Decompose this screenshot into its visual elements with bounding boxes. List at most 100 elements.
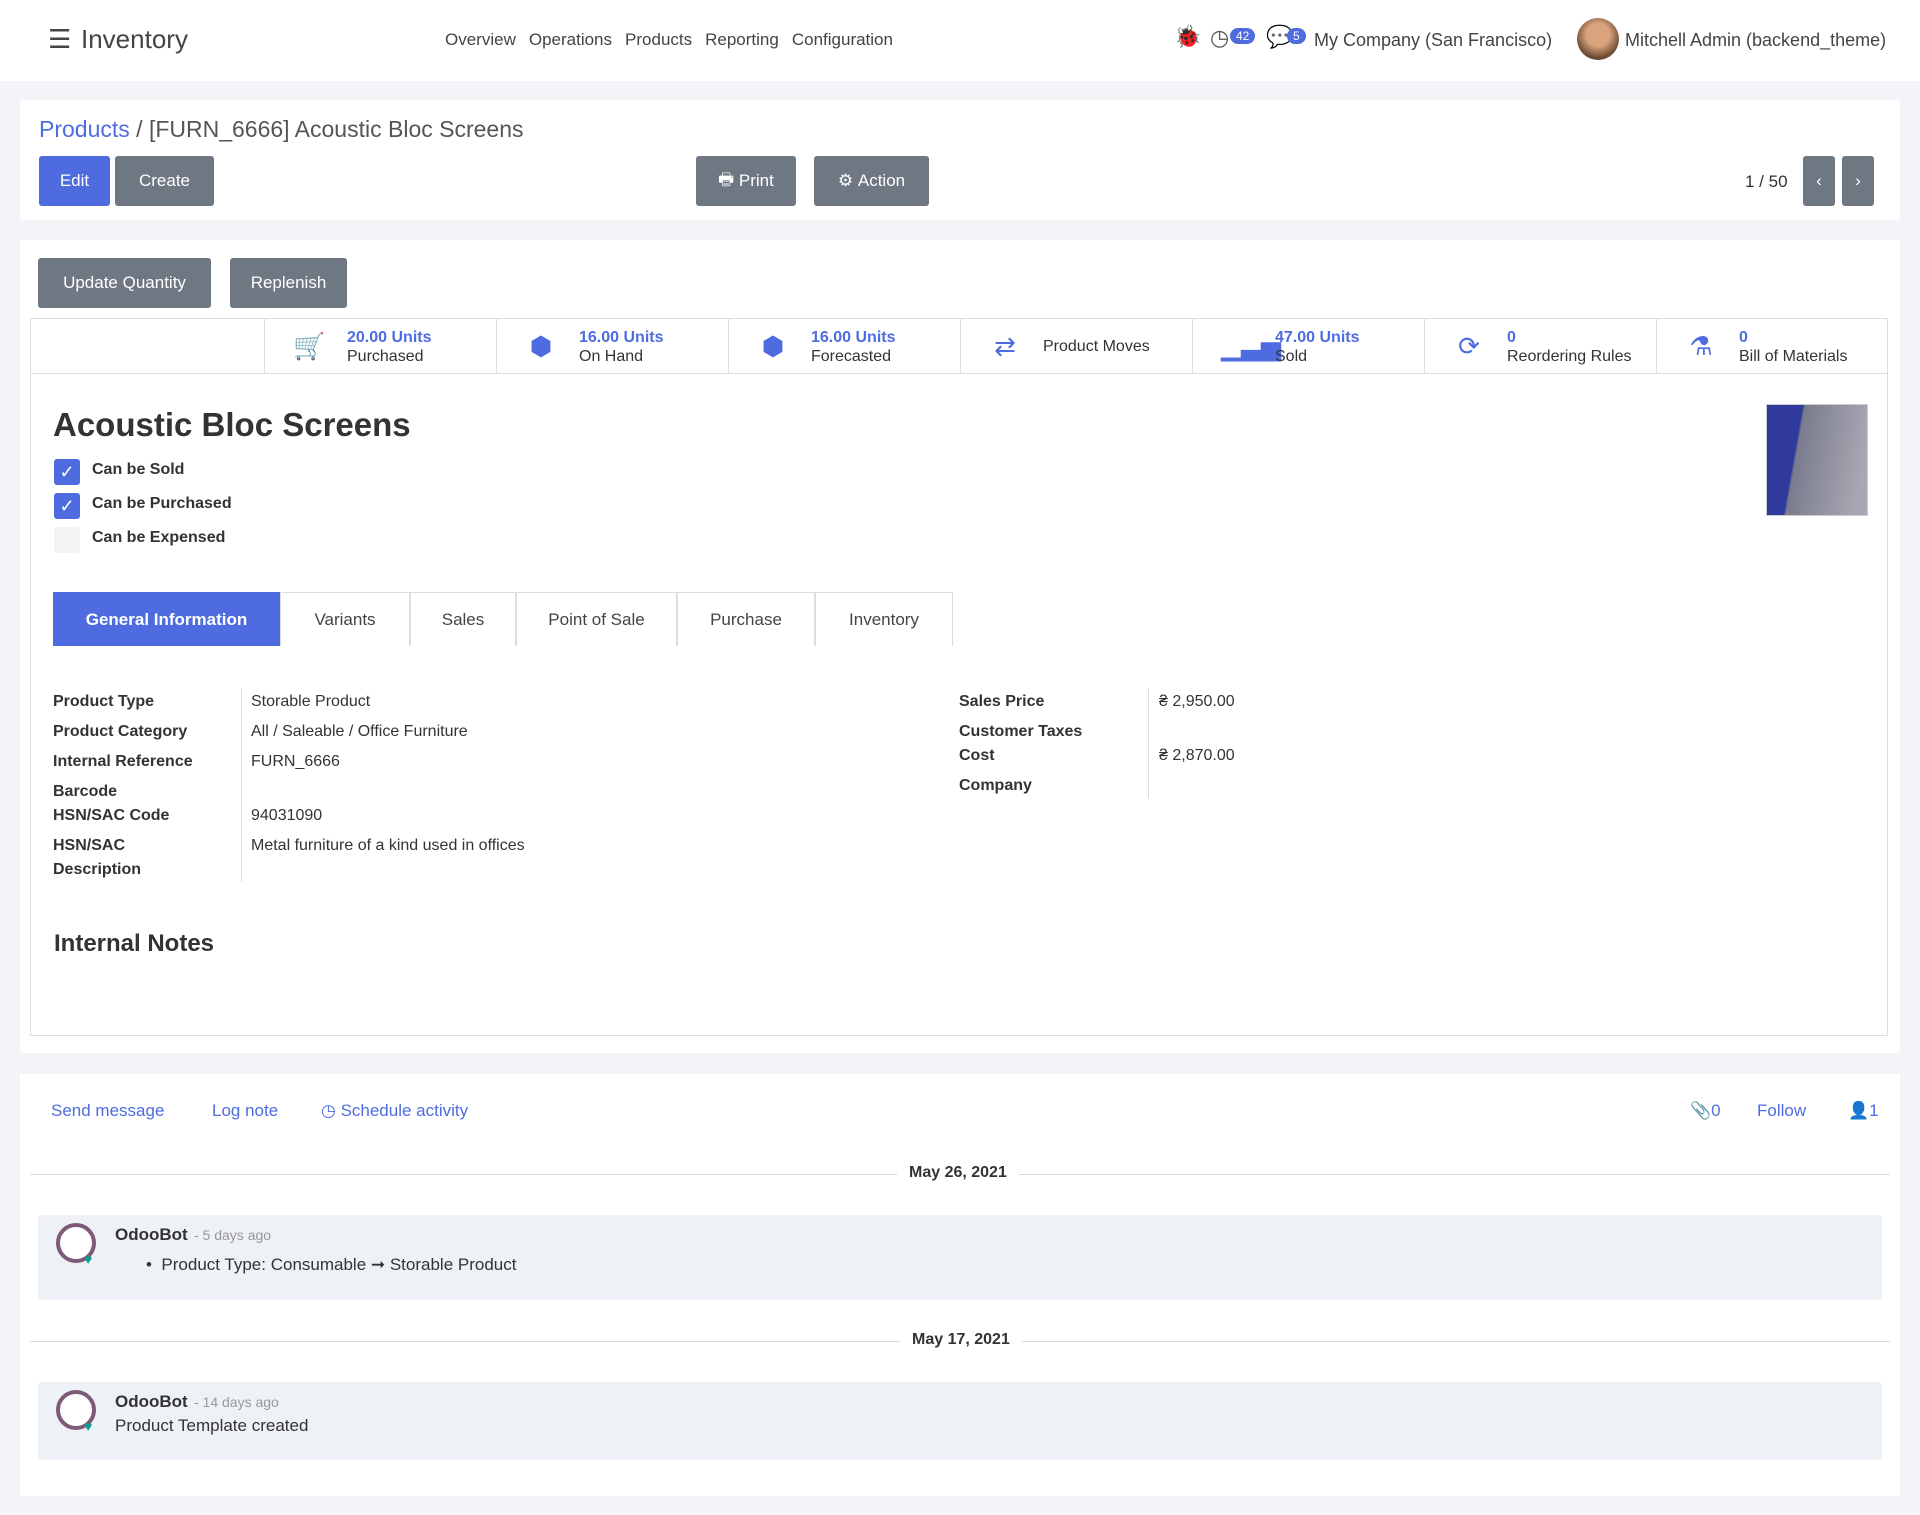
product-type-label: Product Type xyxy=(53,693,155,710)
edit-button[interactable]: Edit xyxy=(39,156,110,206)
refresh-icon: ⟳ xyxy=(1458,331,1480,361)
paperclip-icon: 📎 xyxy=(1690,1101,1712,1120)
print-label: Print xyxy=(738,171,774,190)
chevron-left-icon: ‹ xyxy=(1816,171,1822,190)
tab-inventory[interactable]: Inventory xyxy=(815,592,953,646)
avatar[interactable] xyxy=(1577,18,1619,60)
clock-icon[interactable]: ◷ xyxy=(1210,25,1230,50)
update-quantity-button[interactable]: Update Quantity xyxy=(38,258,211,308)
product-type-value[interactable]: Storable Product xyxy=(251,693,371,710)
message-body: Product Template created xyxy=(115,1416,309,1435)
schedule-activity-button[interactable]: ◷ Schedule activity xyxy=(321,1101,468,1121)
can-be-purchased-checkbox[interactable]: ✓ xyxy=(54,493,80,519)
chevron-right-icon: › xyxy=(1855,171,1861,190)
company-label: Company xyxy=(959,777,1032,794)
stat-on-hand[interactable]: ⬢ 16.00 Units On Hand xyxy=(496,319,728,374)
bug-icon[interactable]: 🐞 xyxy=(1174,24,1202,49)
stat-value: 0 xyxy=(1739,328,1748,346)
gear-icon: ⚙ xyxy=(837,171,858,190)
hsn-code-label: HSN/SAC Code xyxy=(53,807,170,824)
tab-purchase[interactable]: Purchase xyxy=(677,592,815,646)
can-be-sold-checkbox[interactable]: ✓ xyxy=(54,459,80,485)
followers-button[interactable]: 👤1 xyxy=(1848,1101,1879,1121)
user-icon: 👤 xyxy=(1848,1101,1870,1120)
stat-forecasted[interactable]: ⬢ 16.00 Units Forecasted xyxy=(728,319,960,374)
activity-badge: 42 xyxy=(1230,28,1256,44)
company-switcher[interactable]: My Company (San Francisco) xyxy=(1314,30,1553,50)
breadcrumb-separator: / xyxy=(136,116,143,142)
message-time: - 5 days ago xyxy=(194,1227,272,1243)
message-author[interactable]: OdooBot xyxy=(115,1225,188,1244)
create-button[interactable]: Create xyxy=(115,156,214,206)
stat-value: 47.00 Units xyxy=(1275,328,1360,346)
exchange-icon: ⇄ xyxy=(994,331,1016,361)
menu-operations[interactable]: Operations xyxy=(528,30,613,49)
internal-reference-label: Internal Reference xyxy=(53,753,193,770)
menu-reporting[interactable]: Reporting xyxy=(705,30,779,49)
stat-label: Product Moves xyxy=(1043,338,1150,355)
can-be-expensed-checkbox[interactable] xyxy=(54,527,80,553)
cubes-icon: ⬢ xyxy=(761,331,785,361)
cart-icon: 🛒 xyxy=(293,331,326,361)
replenish-button[interactable]: Replenish xyxy=(230,258,347,308)
menu-overview[interactable]: Overview xyxy=(445,30,516,49)
next-button[interactable]: › xyxy=(1842,156,1874,206)
cost-label: Cost xyxy=(959,747,995,764)
field-divider xyxy=(1148,688,1149,798)
follow-button[interactable]: Follow xyxy=(1757,1101,1807,1120)
user-menu[interactable]: Mitchell Admin (backend_theme) xyxy=(1625,30,1887,50)
signal-icon: ▁▃▅ xyxy=(1221,331,1281,361)
hsn-description-label: HSN/SAC xyxy=(53,837,126,854)
stat-bill-of-materials[interactable]: ⚗ 0 Bill of Materials xyxy=(1656,319,1887,374)
stat-label: On Hand xyxy=(579,347,644,365)
breadcrumb-products[interactable]: Products xyxy=(39,116,130,142)
stat-label: Purchased xyxy=(347,347,424,365)
hsn-description-label-2: Description xyxy=(53,861,142,878)
can-be-sold-label: Can be Sold xyxy=(92,461,185,478)
navbar: ☰ Inventory Overview Operations Products Re… xyxy=(0,0,1920,81)
message-badge: 5 xyxy=(1287,28,1306,44)
stat-value: 16.00 Units xyxy=(579,328,664,346)
stat-label: Reordering Rules xyxy=(1507,347,1632,365)
form-view: Update Quantity Replenish 🛒 20.00 Units Pu… xyxy=(20,240,1900,1053)
stat-value: 0 xyxy=(1507,328,1516,346)
tab-point-of-sale[interactable]: Point of Sale xyxy=(516,592,677,646)
hsn-description-value[interactable]: Metal furniture of a kind used in office… xyxy=(251,837,525,854)
action-label: Action xyxy=(857,171,906,190)
print-button[interactable]: 🖶 Print xyxy=(696,156,796,206)
menu-toggle-icon[interactable]: ☰ xyxy=(48,24,72,54)
date-separator: May 26, 2021 xyxy=(897,1164,1019,1182)
attachments-button[interactable]: 📎0 xyxy=(1690,1101,1721,1121)
product-image[interactable] xyxy=(1766,404,1868,516)
flask-icon: ⚗ xyxy=(1689,331,1713,361)
internal-reference-value[interactable]: FURN_6666 xyxy=(251,753,340,770)
heart-icon: ♥ xyxy=(84,1251,93,1267)
stat-value: 16.00 Units xyxy=(811,328,896,346)
stat-label: Bill of Materials xyxy=(1739,347,1848,365)
product-category-link[interactable]: All / Saleable / Office Furniture xyxy=(251,723,468,740)
main-menu: Overview Operations Products Reporting Confi… xyxy=(445,30,906,50)
follower-count: 1 xyxy=(1869,1101,1879,1120)
tab-general-information[interactable]: General Information xyxy=(53,592,280,646)
send-message-button[interactable]: Send message xyxy=(51,1101,165,1120)
log-note-button[interactable]: Log note xyxy=(212,1101,279,1120)
app-title: Inventory xyxy=(81,24,188,54)
tab-variants[interactable]: Variants xyxy=(280,592,410,646)
sales-price-value[interactable]: ₴ 2,950.00 xyxy=(1159,693,1235,710)
stat-product-moves[interactable]: ⇄ Product Moves xyxy=(960,319,1192,374)
stat-sold[interactable]: ▁▃▅ 47.00 Units Sold xyxy=(1192,319,1424,374)
stat-purchased[interactable]: 🛒 20.00 Units Purchased xyxy=(264,319,496,374)
action-button[interactable]: ⚙ Action xyxy=(814,156,929,206)
stat-buttons: 🛒 20.00 Units Purchased ⬢ 16.00 Units On Han… xyxy=(31,319,1887,374)
previous-button[interactable]: ‹ xyxy=(1803,156,1835,206)
stat-reordering-rules[interactable]: ⟳ 0 Reordering Rules xyxy=(1424,319,1656,374)
cost-value[interactable]: ₴ 2,870.00 xyxy=(1159,747,1235,764)
tab-sales[interactable]: Sales xyxy=(410,592,516,646)
hsn-code-value[interactable]: 94031090 xyxy=(251,807,323,824)
message-author[interactable]: OdooBot xyxy=(115,1392,188,1411)
menu-products[interactable]: Products xyxy=(625,30,693,49)
menu-configuration[interactable]: Configuration xyxy=(791,30,893,49)
product-name: Acoustic Bloc Screens xyxy=(53,406,411,443)
pager: 1 / 50 xyxy=(1745,172,1788,191)
message-item: ♥ OdooBot - 14 days ago Product Template… xyxy=(38,1382,1882,1460)
